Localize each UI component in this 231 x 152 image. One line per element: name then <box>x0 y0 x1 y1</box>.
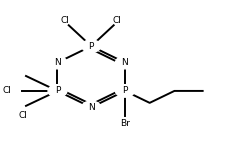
Text: N: N <box>121 58 128 67</box>
Circle shape <box>115 56 134 69</box>
Text: Cl: Cl <box>18 111 27 120</box>
Text: P: P <box>55 86 60 95</box>
Text: N: N <box>88 103 94 112</box>
Text: P: P <box>88 42 94 51</box>
Text: Cl: Cl <box>112 16 121 24</box>
Circle shape <box>115 85 134 97</box>
Text: Cl: Cl <box>3 86 11 95</box>
Circle shape <box>81 101 100 114</box>
Circle shape <box>48 56 67 69</box>
Text: Cl: Cl <box>61 16 70 24</box>
Text: N: N <box>54 58 61 67</box>
Circle shape <box>81 40 100 52</box>
Text: P: P <box>122 86 127 95</box>
Text: Br: Br <box>119 119 129 128</box>
Circle shape <box>48 85 67 97</box>
